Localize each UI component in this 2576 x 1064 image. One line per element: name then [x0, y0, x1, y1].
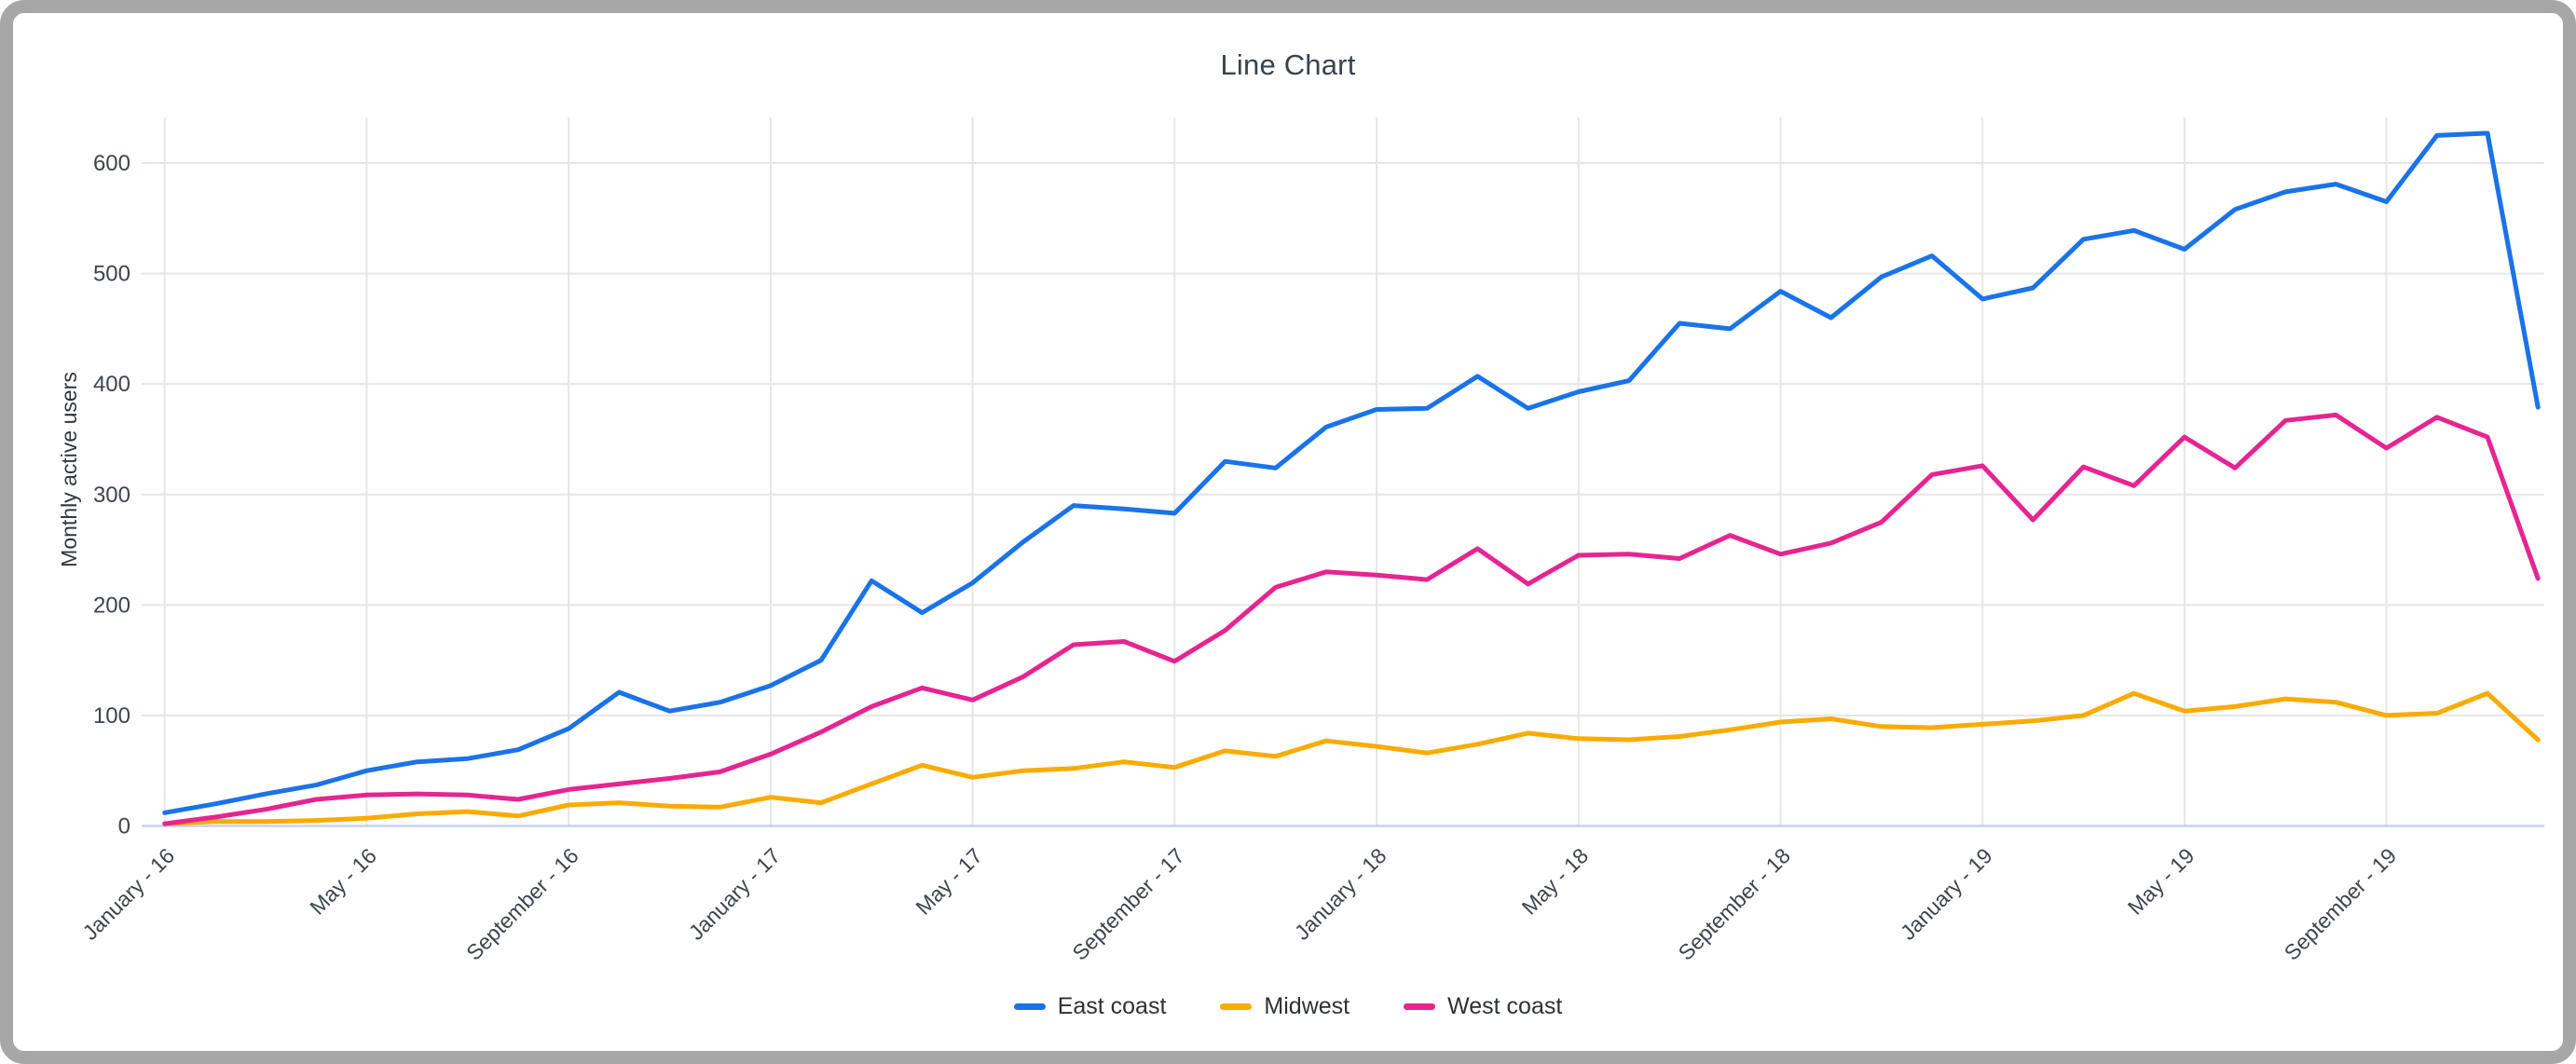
legend-item-midwest[interactable]: Midwest [1220, 993, 1350, 1020]
legend-swatch [1013, 1003, 1046, 1010]
legend-swatch [1404, 1003, 1436, 1010]
x-axis-tick-label: January - 19 [1896, 843, 1997, 945]
x-axis-tick-label: January - 16 [77, 843, 179, 945]
x-axis-tick-label: May - 17 [911, 843, 987, 920]
y-axis-tick-label: 200 [93, 593, 130, 618]
x-axis-tick-label: May - 16 [305, 843, 381, 920]
legend-label: West coast [1447, 993, 1563, 1019]
legend-item-west-coast[interactable]: West coast [1404, 993, 1562, 1020]
chart-title: Line Chart [1220, 48, 1356, 81]
y-axis-title: Monthly active users [57, 372, 81, 567]
x-axis-tick-label: September - 17 [1067, 843, 1188, 964]
x-axis-tick-label: January - 17 [684, 843, 786, 945]
x-axis-tick-label: September - 18 [1674, 843, 1795, 964]
x-axis-tick-label: September - 19 [2280, 843, 2401, 964]
chart-legend: East coast Midwest West coast [13, 993, 2563, 1020]
series-line-west-coast [162, 412, 2541, 826]
legend-label: East coast [1057, 993, 1167, 1019]
legend-label: Midwest [1264, 993, 1350, 1019]
x-axis-tick-label: January - 18 [1290, 843, 1391, 945]
series-line-midwest [162, 690, 2541, 826]
line-chart-plot: 0 100 200 300 400 500 600 January - 16 May - 16 S… [57, 117, 2544, 965]
y-axis-tick-label: 300 [93, 483, 130, 508]
y-axis-tick-label: 400 [93, 372, 130, 397]
legend-swatch [1220, 1003, 1253, 1010]
x-axis-tick-label: May - 19 [2123, 843, 2199, 920]
x-axis-tick-label: May - 18 [1517, 843, 1594, 920]
x-axis-tick-label: September - 16 [461, 843, 582, 964]
y-axis-tick-label: 600 [93, 151, 130, 176]
legend-item-east-coast[interactable]: East coast [1013, 993, 1167, 1020]
y-axis-tick-label: 0 [118, 814, 130, 839]
y-axis-tick-label: 100 [93, 703, 130, 729]
series-line-east-coast [162, 130, 2541, 815]
y-axis-tick-label: 500 [93, 262, 130, 287]
